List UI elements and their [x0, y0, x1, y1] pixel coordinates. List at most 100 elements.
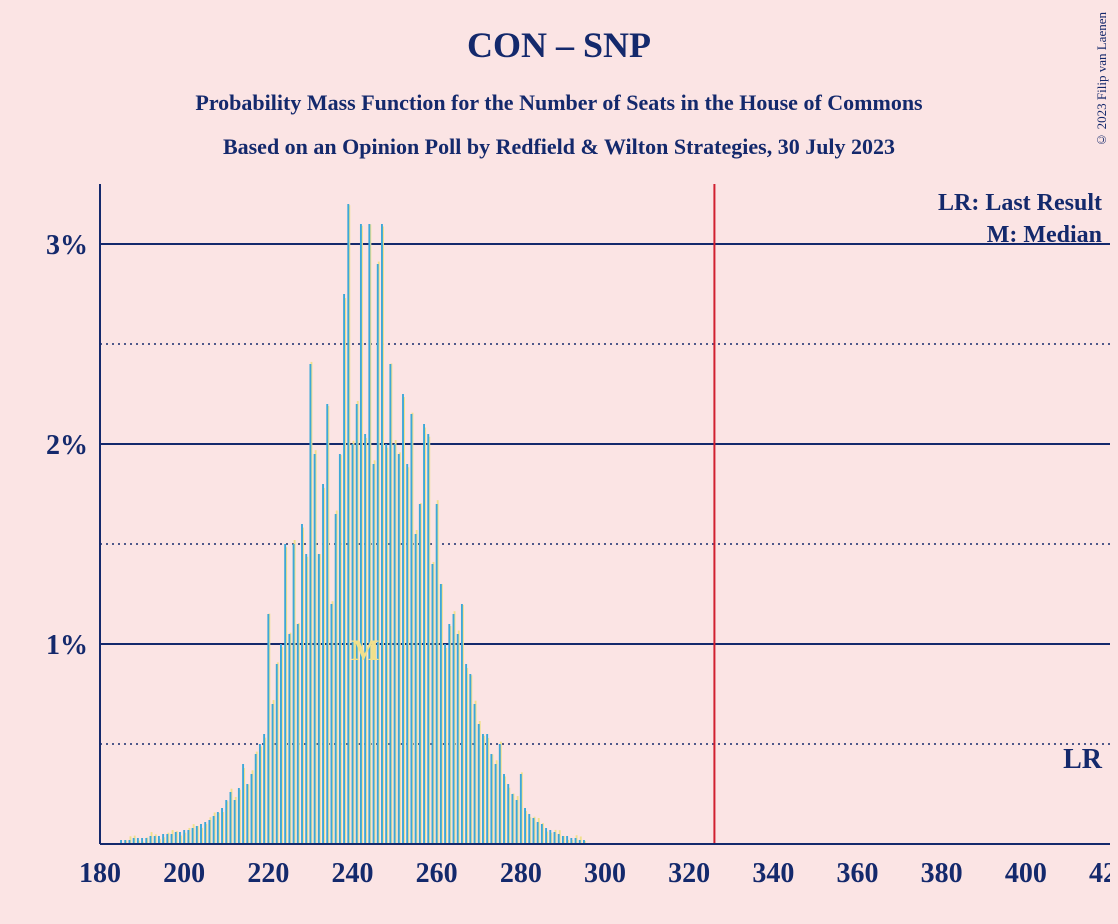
- pmf-bar-primary: [150, 836, 152, 844]
- pmf-bar-primary: [276, 664, 278, 844]
- pmf-bar-primary: [238, 788, 240, 844]
- pmf-bar-primary: [335, 514, 337, 844]
- pmf-bar-primary: [297, 624, 299, 844]
- pmf-bar-primary: [230, 792, 232, 844]
- x-axis-label: 360: [837, 858, 879, 889]
- pmf-bar-primary: [448, 624, 450, 844]
- pmf-bar-primary: [162, 834, 164, 844]
- pmf-bar-primary: [524, 808, 526, 844]
- x-axis-label: 220: [247, 858, 289, 889]
- pmf-bar-primary: [453, 614, 455, 844]
- pmf-bar-primary: [558, 834, 560, 844]
- pmf-bar-primary: [251, 774, 253, 844]
- x-axis-label: 420: [1089, 858, 1110, 889]
- x-axis-label: 400: [1005, 858, 1047, 889]
- pmf-bar-primary: [562, 836, 564, 844]
- pmf-bar-primary: [204, 822, 206, 844]
- pmf-bar-primary: [196, 826, 198, 844]
- pmf-bar-primary: [208, 820, 210, 844]
- pmf-bar-primary: [545, 828, 547, 844]
- pmf-bar-primary: [242, 764, 244, 844]
- x-axis-label: 180: [79, 858, 121, 889]
- median-marker: M: [351, 634, 379, 667]
- pmf-bar-primary: [474, 704, 476, 844]
- pmf-bar-primary: [427, 434, 429, 844]
- chart-container: 1%2%3%M180200220240260280300320340360380…: [30, 184, 1110, 904]
- pmf-bar-primary: [490, 754, 492, 844]
- pmf-bar-primary: [495, 764, 497, 844]
- pmf-bar-primary: [343, 294, 345, 844]
- x-axis-label: 260: [416, 858, 458, 889]
- pmf-bar-primary: [415, 534, 417, 844]
- pmf-bar-primary: [377, 264, 379, 844]
- pmf-bar-primary: [213, 816, 215, 844]
- chart-subtitle-1: Probability Mass Function for the Number…: [0, 90, 1118, 116]
- pmf-bar-primary: [457, 634, 459, 844]
- pmf-bar-primary: [389, 364, 391, 844]
- pmf-bar-primary: [516, 800, 518, 844]
- pmf-bar-primary: [225, 800, 227, 844]
- pmf-bar-primary: [347, 204, 349, 844]
- legend-m: M: Median: [987, 222, 1102, 248]
- y-axis-label: 1%: [46, 630, 88, 661]
- pmf-bar-primary: [259, 744, 261, 844]
- pmf-bar-primary: [318, 554, 320, 844]
- pmf-bar-primary: [398, 454, 400, 844]
- chart-title: CON – SNP: [0, 0, 1118, 66]
- pmf-bar-primary: [246, 784, 248, 844]
- pmf-bar-primary: [301, 524, 303, 844]
- y-axis-label: 2%: [46, 430, 88, 461]
- pmf-bar-primary: [511, 794, 513, 844]
- x-axis-label: 200: [163, 858, 205, 889]
- pmf-bar-primary: [436, 504, 438, 844]
- x-axis-label: 320: [668, 858, 710, 889]
- pmf-bar-primary: [444, 644, 446, 844]
- pmf-bar-primary: [533, 818, 535, 844]
- lr-marker-label: LR: [1063, 744, 1103, 775]
- pmf-bar-primary: [305, 554, 307, 844]
- pmf-bar-primary: [288, 634, 290, 844]
- pmf-bar-primary: [360, 224, 362, 844]
- pmf-bar-primary: [410, 414, 412, 844]
- pmf-bar-primary: [331, 604, 333, 844]
- pmf-bar-primary: [423, 424, 425, 844]
- legend-lr: LR: Last Result: [938, 190, 1102, 216]
- pmf-bar-primary: [507, 784, 509, 844]
- pmf-bar-primary: [175, 832, 177, 844]
- pmf-bar-primary: [284, 544, 286, 844]
- pmf-bar-primary: [356, 404, 358, 844]
- pmf-bar-primary: [520, 774, 522, 844]
- pmf-bar-primary: [528, 814, 530, 844]
- pmf-bar-primary: [499, 744, 501, 844]
- x-axis-label: 340: [752, 858, 794, 889]
- pmf-bar-primary: [280, 644, 282, 844]
- pmf-bar-primary: [293, 544, 295, 844]
- pmf-bar-primary: [465, 664, 467, 844]
- pmf-bar-primary: [486, 734, 488, 844]
- pmf-bar-primary: [478, 724, 480, 844]
- pmf-bar-primary: [406, 464, 408, 844]
- copyright-text: © 2023 Filip van Laenen: [1094, 12, 1110, 148]
- pmf-bar-primary: [263, 734, 265, 844]
- pmf-bar-primary: [402, 394, 404, 844]
- pmf-bar-primary: [171, 834, 173, 844]
- x-axis-label: 280: [500, 858, 542, 889]
- pmf-bar-primary: [419, 504, 421, 844]
- y-axis-label: 3%: [46, 230, 88, 261]
- pmf-bar-primary: [541, 824, 543, 844]
- pmf-bar-primary: [394, 444, 396, 844]
- pmf-bar-primary: [158, 836, 160, 844]
- pmf-bar-primary: [267, 614, 269, 844]
- pmf-bar-primary: [432, 564, 434, 844]
- pmf-bar-primary: [221, 808, 223, 844]
- pmf-bar-primary: [461, 604, 463, 844]
- pmf-bar-primary: [339, 454, 341, 844]
- x-axis-label: 380: [921, 858, 963, 889]
- pmf-bar-primary: [255, 754, 257, 844]
- pmf-bar-primary: [314, 454, 316, 844]
- pmf-chart: 1%2%3%M180200220240260280300320340360380…: [30, 184, 1110, 904]
- pmf-bar-primary: [566, 836, 568, 844]
- pmf-bar-primary: [166, 834, 168, 844]
- pmf-bar-primary: [385, 444, 387, 844]
- pmf-bar-primary: [322, 484, 324, 844]
